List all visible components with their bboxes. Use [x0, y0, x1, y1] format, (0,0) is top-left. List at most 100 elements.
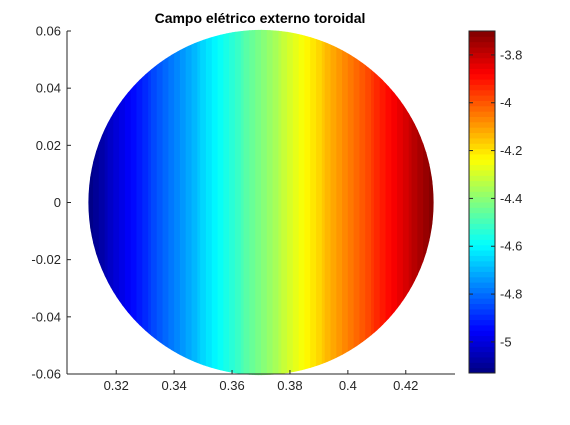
field-slice [229, 29, 233, 376]
colorbar-band [469, 340, 495, 347]
y-tick-label: -0.06 [31, 367, 61, 382]
field-slice [249, 29, 253, 376]
field-slice [336, 29, 340, 376]
field-slice [284, 29, 288, 376]
field-slice [237, 29, 242, 376]
field-slice [292, 29, 297, 376]
field-slice [313, 29, 317, 376]
field-slice [220, 29, 224, 376]
colorbar-band [469, 132, 495, 139]
colorbar-tick-label: -3.8 [500, 47, 522, 62]
field-slice [359, 29, 363, 376]
x-tick-label: 0.42 [393, 378, 418, 393]
field-slice [350, 29, 355, 376]
field-slice [301, 29, 306, 376]
field-slice [263, 29, 268, 376]
x-tick-label: 0.34 [161, 378, 186, 393]
field-slice [113, 29, 117, 376]
colorbar-band [469, 164, 495, 171]
field-slice [243, 29, 248, 376]
field-slice [414, 29, 418, 376]
colorbar-band [469, 180, 495, 187]
colorbar-band [469, 116, 495, 123]
colorbar-band [469, 95, 495, 101]
field-slice [321, 29, 326, 376]
x-tick-label: 0.4 [339, 378, 357, 393]
colorbar-band [469, 346, 495, 353]
colorbar-band [469, 41, 495, 48]
colorbar-band [469, 367, 495, 374]
field-slice [278, 29, 282, 376]
field-slice [327, 29, 332, 376]
field-disk [88, 29, 434, 376]
colorbar-band [469, 175, 495, 182]
field-slice [226, 29, 230, 376]
field-slice [232, 29, 236, 376]
field-slice [214, 29, 219, 376]
chart-title: Campo elétrico externo toroidal [155, 10, 366, 26]
field-slice [385, 29, 390, 376]
field-slice [101, 29, 106, 376]
colorbar-band [469, 223, 495, 230]
field-slice [333, 29, 337, 376]
field-slice [344, 29, 349, 376]
field-slice [162, 29, 167, 376]
field-slice [156, 29, 161, 376]
field-slice [145, 29, 149, 376]
field-slice [316, 29, 320, 376]
field-slice [191, 29, 196, 376]
field-slice [269, 29, 274, 376]
field-slice [368, 29, 372, 376]
field-slice [330, 29, 334, 376]
colorbar-band [469, 52, 495, 59]
field-slice [289, 29, 294, 376]
plot-area [88, 29, 434, 376]
colorbar-band [469, 244, 495, 251]
x-tick-label: 0.32 [104, 378, 129, 393]
field-slice [133, 29, 138, 376]
field-slice [240, 29, 245, 376]
colorbar-band [469, 260, 495, 267]
field-slice [205, 29, 210, 376]
colorbar-band [469, 185, 495, 192]
field-slice [287, 29, 291, 376]
field-slice [405, 29, 410, 376]
field-slice [402, 29, 407, 376]
colorbar-tick-label: -4 [500, 95, 512, 110]
colorbar-band [469, 362, 495, 369]
field-slice [171, 29, 175, 376]
field-slice [185, 29, 190, 376]
y-tick-label: -0.04 [31, 309, 61, 324]
colorbar-band [469, 159, 495, 166]
field-slice [142, 29, 146, 376]
field-slice [168, 29, 172, 376]
field-slice [148, 29, 152, 376]
field-slice [394, 29, 398, 376]
field-slice [339, 29, 343, 376]
colorbar-band [469, 303, 495, 310]
colorbar-band [469, 292, 495, 299]
field-slice [399, 29, 404, 376]
field-slice [362, 29, 366, 376]
field-slice [153, 29, 158, 376]
field-slice [376, 29, 381, 376]
field-slice [371, 29, 375, 376]
colorbar-tick-label: -5 [500, 334, 512, 349]
x-tick-label: 0.38 [277, 378, 302, 393]
field-slice [379, 29, 384, 376]
field-slice [324, 29, 329, 376]
colorbar-band [469, 169, 495, 176]
colorbar-tick-label: -4.2 [500, 143, 522, 158]
field-slice [88, 29, 91, 376]
y-tick-label: -0.02 [31, 252, 61, 267]
field-slice [391, 29, 395, 376]
field-slice [411, 29, 416, 376]
field-slice [127, 29, 132, 376]
colorbar-band [469, 356, 495, 363]
colorbar-band [469, 319, 495, 326]
colorbar-band [469, 31, 495, 37]
axes: 0.32 0.34 0.36 0.38 0.4 0.42 0.06 0.04 0.02 0 -0.0… [31, 24, 455, 393]
colorbar-band [469, 218, 495, 224]
